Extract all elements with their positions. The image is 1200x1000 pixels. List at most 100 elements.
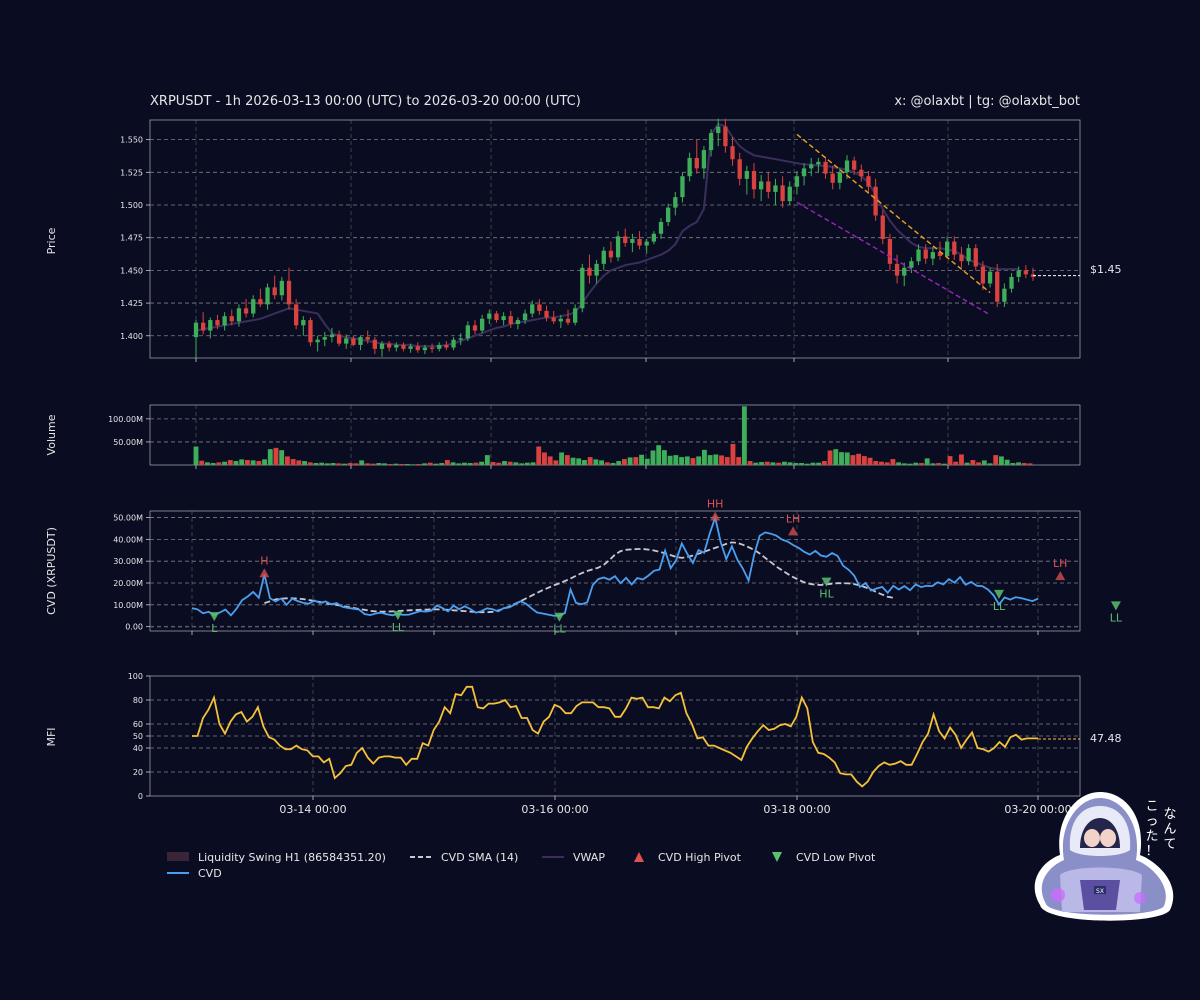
volume-bar <box>661 450 667 465</box>
mfi-ytick-label: 50 <box>133 732 143 741</box>
candle-body <box>258 299 263 305</box>
candle-body <box>530 304 535 314</box>
price-ytick-label: 1.400 <box>120 332 143 341</box>
price-ylabel: Price <box>45 227 58 254</box>
volume-bar <box>616 461 622 465</box>
hooded-character-covering-face-icon: SX <box>1034 792 1174 921</box>
price-ytick-label: 1.475 <box>120 234 143 243</box>
candle-body <box>887 239 893 264</box>
candle-body <box>401 344 406 349</box>
candle-body <box>859 169 864 177</box>
candle-body <box>701 150 707 169</box>
candle-body <box>215 320 220 326</box>
volume-bar <box>941 463 947 465</box>
candle-body <box>744 171 749 179</box>
volume-bar <box>953 461 959 465</box>
volume-bar <box>793 463 799 465</box>
candle-body <box>365 337 370 340</box>
volume-bar <box>313 463 319 465</box>
volume-bar <box>587 457 593 465</box>
volume-bar <box>907 463 913 465</box>
mfi-ytick-label: 100 <box>128 672 143 681</box>
candle-body <box>558 318 563 322</box>
candle-body <box>336 334 342 344</box>
volume-bar <box>439 463 445 465</box>
mfi-xtick-label: 03-16 00:00 <box>521 803 588 816</box>
candle-body <box>251 299 256 314</box>
candle-body <box>894 263 900 276</box>
candle-body <box>501 316 506 321</box>
volume-bar <box>873 461 879 465</box>
candle-body <box>708 133 714 151</box>
volume-bar <box>542 452 547 465</box>
volume-bar <box>644 458 650 465</box>
volume-bar <box>690 458 696 465</box>
volume-bar <box>387 464 393 465</box>
candle-body <box>487 313 492 319</box>
candle-body <box>880 215 885 239</box>
chart-title: XRPUSDT - 1h 2026-03-13 00:00 (UTC) to 2… <box>150 94 581 109</box>
candle-body <box>1009 276 1014 289</box>
volume-bar <box>867 457 873 465</box>
volume-bar <box>753 462 759 465</box>
cvd-high-pivot-marker <box>710 511 721 521</box>
volume-bar <box>404 464 410 465</box>
candle-body <box>987 271 993 284</box>
candle-body <box>408 346 413 349</box>
candle-body <box>329 334 335 338</box>
price-ytick-label: 1.450 <box>120 266 143 275</box>
cvd-high-pivot-label: H <box>260 554 268 567</box>
volume-bar <box>364 463 370 465</box>
mfi-ytick-label: 60 <box>133 720 143 729</box>
volume-bar <box>256 461 262 465</box>
candle-body <box>873 186 878 216</box>
mfi-line <box>192 685 1038 788</box>
candle-body <box>201 322 206 331</box>
volume-bar <box>959 454 964 465</box>
candle-body <box>286 280 292 305</box>
volume-bar <box>302 461 307 465</box>
volume-bar <box>496 462 502 465</box>
cvd-low-pivot-marker <box>821 577 832 587</box>
candle-body <box>1002 288 1007 302</box>
cvd-low-pivot-marker <box>554 612 565 622</box>
candle-body <box>451 339 456 348</box>
volume-bar <box>564 455 570 465</box>
candle-body <box>508 316 513 324</box>
volume-bar <box>696 456 702 465</box>
volume-bar <box>370 463 376 465</box>
volume-bar <box>787 462 793 465</box>
volume-bar <box>1016 462 1022 465</box>
mfi-ytick-label: 0 <box>138 792 143 801</box>
candle-body <box>537 304 542 311</box>
volume-bar <box>747 461 753 465</box>
legend-cvd-sma-label: CVD SMA (14) <box>441 851 518 864</box>
volume-bar <box>1021 463 1027 465</box>
volume-bar <box>353 463 359 465</box>
legend-low-pivot-icon <box>772 852 782 862</box>
volume-bar <box>890 459 896 465</box>
volume-bar <box>376 463 382 465</box>
mfi-ytick-label: 40 <box>133 744 143 753</box>
cvd-ytick-label: 10.00M <box>113 601 143 610</box>
volume-bar <box>570 457 576 465</box>
candle-body <box>279 280 284 296</box>
candle-body <box>615 236 621 258</box>
cvd-ytick-label: 20.00M <box>113 579 143 588</box>
volume-bar <box>633 457 639 465</box>
candle-body <box>909 261 914 268</box>
cvd-high-pivot-label: LH <box>1053 557 1067 570</box>
volume-bar <box>781 461 787 465</box>
mascot-badge-text: SX <box>1096 888 1104 895</box>
candle-body <box>830 173 835 183</box>
candle-body <box>723 126 728 147</box>
volume-ytick-label: 50.00M <box>113 438 143 447</box>
volume-bar <box>936 463 942 465</box>
volume-bar <box>393 463 399 465</box>
mfi-xtick-label: 03-20 00:00 <box>1004 803 1071 816</box>
candle-body <box>358 337 363 345</box>
volume-bar <box>884 462 890 465</box>
candle-body <box>429 347 435 349</box>
volume-bar <box>422 463 427 465</box>
volume-bar <box>204 462 210 465</box>
